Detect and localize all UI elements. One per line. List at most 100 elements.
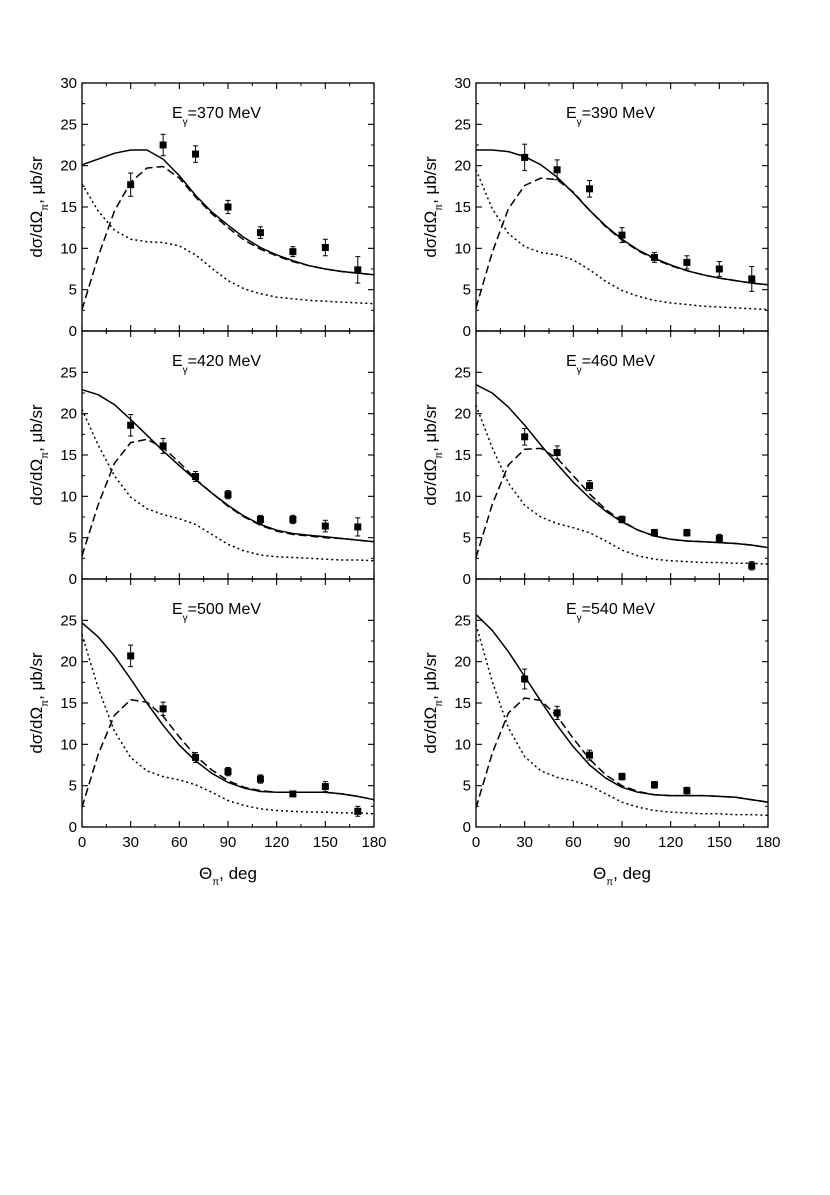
x-tick-label: 150: [707, 834, 732, 851]
x-tick-label: 90: [220, 834, 237, 851]
data-point: [650, 781, 658, 789]
data-point: [650, 529, 658, 537]
data-point: [224, 768, 232, 776]
x-tick-label: 150: [313, 834, 338, 851]
y-tick-label: 20: [454, 654, 471, 671]
data-point: [683, 258, 691, 266]
y-tick-label: 15: [454, 447, 471, 464]
x-axis-label-main: Θ: [593, 864, 606, 883]
x-axis-label-suffix: , deg: [219, 864, 257, 883]
y-tick-label: 0: [69, 819, 77, 836]
data-point: [748, 562, 756, 570]
x-tick-label: 60: [171, 834, 188, 851]
x-axis-label-sub: π: [606, 877, 613, 888]
energy-label: Eγ=500 MeV: [172, 601, 261, 624]
y-axis-label: dσ/dΩπ, μb/sr: [421, 652, 445, 754]
y-axis-label-main: dσ/dΩ: [27, 459, 46, 506]
data-point: [321, 244, 329, 252]
x-tick-label: 180: [755, 834, 780, 851]
energy-label: Eγ=460 MeV: [566, 353, 655, 376]
x-tick-label: 120: [264, 834, 289, 851]
y-axis-label-main: dσ/dΩ: [421, 459, 440, 506]
data-point: [127, 652, 135, 660]
y-tick-label: 25: [60, 116, 77, 133]
x-tick-label: 0: [472, 834, 480, 851]
y-tick-label: 20: [60, 158, 77, 175]
dotted-curve: [81, 409, 375, 562]
data-point: [586, 751, 594, 759]
dotted-curve: [475, 624, 769, 817]
data-point: [159, 442, 167, 450]
y-tick-label: 15: [60, 447, 77, 464]
panel-4: 0 5 10 15 20 25 dσ/dΩπ, μb/sr Eγ=460 MeV: [421, 330, 769, 588]
y-axis-label-suffix: , μb/sr: [27, 652, 46, 700]
data-point: [586, 185, 594, 193]
data-point: [748, 275, 756, 283]
y-tick-label: 5: [69, 530, 77, 547]
y-tick-label: 15: [454, 199, 471, 216]
y-tick-label: 20: [60, 406, 77, 423]
y-axis-label: dσ/dΩπ, μb/sr: [27, 652, 51, 754]
data-point: [618, 231, 626, 239]
data-point: [127, 181, 135, 189]
x-axis-label: Θπ, deg: [199, 864, 257, 888]
y-tick-label: 15: [454, 695, 471, 712]
energy-label-value: =420 MeV: [188, 353, 262, 370]
energy-label-main: E: [172, 105, 183, 122]
energy-label: Eγ=390 MeV: [566, 105, 655, 128]
y-tick-label: 5: [69, 282, 77, 299]
solid-curve: [81, 622, 375, 801]
data-point: [321, 522, 329, 530]
energy-label-sub: γ: [577, 365, 582, 376]
y-axis-label-sub: π: [40, 700, 51, 707]
y-tick-label: 0: [463, 323, 471, 340]
energy-label-sub: γ: [183, 613, 188, 624]
data-point: [159, 705, 167, 713]
y-tick-label: 25: [60, 364, 77, 381]
x-axis-label-main: Θ: [199, 864, 212, 883]
data-point: [192, 150, 200, 158]
energy-label-value: =540 MeV: [582, 601, 656, 618]
energy-label-sub: γ: [183, 117, 188, 128]
energy-label: Eγ=540 MeV: [566, 601, 655, 624]
dashed-curve: [475, 447, 769, 558]
y-tick-label: 10: [60, 240, 77, 257]
x-axis-label-sub: π: [212, 877, 219, 888]
data-point: [256, 775, 264, 783]
x-tick-label: 120: [658, 834, 683, 851]
dotted-curve: [475, 169, 769, 311]
data-point: [224, 203, 232, 211]
energy-label: Eγ=370 MeV: [172, 105, 261, 128]
x-tick-label: 90: [614, 834, 631, 851]
data-point: [354, 266, 362, 274]
energy-label-main: E: [566, 353, 577, 370]
y-tick-label: 5: [463, 530, 471, 547]
energy-label-main: E: [566, 105, 577, 122]
y-axis-label-suffix: , μb/sr: [27, 156, 46, 204]
data-point: [553, 449, 561, 457]
y-tick-label: 20: [454, 406, 471, 423]
data-point: [521, 153, 529, 161]
y-tick-label: 0: [69, 571, 77, 588]
y-axis-label-sub: π: [434, 452, 445, 459]
data-point: [256, 515, 264, 523]
dotted-curve: [81, 183, 375, 305]
dotted-curve: [81, 634, 375, 815]
data-point: [321, 782, 329, 790]
data-point: [715, 534, 723, 542]
y-axis-label: dσ/dΩπ, μb/sr: [421, 156, 445, 258]
y-tick-label: 30: [60, 75, 77, 92]
y-axis-label-suffix: , μb/sr: [27, 404, 46, 452]
energy-label-sub: γ: [577, 613, 582, 624]
solid-curve: [81, 388, 375, 543]
data-point: [521, 675, 529, 683]
y-tick-label: 20: [454, 158, 471, 175]
dotted-curve: [475, 405, 769, 565]
data-point: [192, 472, 200, 480]
energy-label-main: E: [566, 601, 577, 618]
energy-label-main: E: [172, 353, 183, 370]
data-point: [521, 433, 529, 441]
data-point: [553, 166, 561, 174]
y-axis-label: dσ/dΩπ, μb/sr: [27, 404, 51, 506]
